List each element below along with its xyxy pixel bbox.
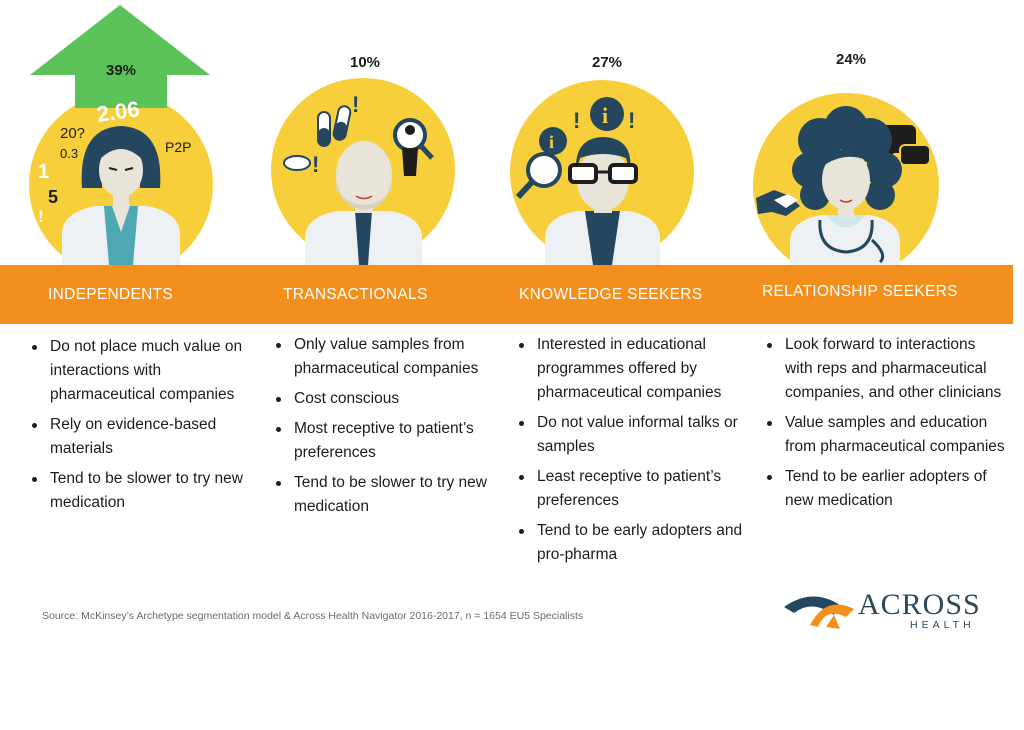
- doodle-5: 5: [48, 187, 58, 207]
- across-health-logo: [784, 596, 854, 629]
- list-item: Only value samples from pharmaceutical c…: [274, 333, 506, 381]
- list-item: Look forward to interactions with reps a…: [765, 333, 1005, 405]
- magnifier-icon: [515, 152, 562, 200]
- list-item: Do not value informal talks or samples: [517, 411, 749, 459]
- doodle-excl: !: [38, 207, 44, 226]
- archetype-illustrations: 2.06 20? 0.3 P2P 1 5 ! ! !: [29, 5, 939, 265]
- relationship-seekers-percent: 24%: [835, 51, 867, 68]
- knowledge-seekers-illustration: i i ! !: [510, 80, 694, 265]
- transactionals-bullets: Only value samples from pharmaceutical c…: [274, 333, 506, 525]
- relationship-seekers-title: RELATIONSHIP SEEKERS: [762, 283, 958, 300]
- list-item: Most receptive to patient’s preferences: [274, 417, 506, 465]
- transactionals-title: TRANSACTIONALS: [283, 286, 428, 303]
- doodle-206: 2.06: [95, 96, 141, 127]
- svg-text:!: !: [352, 92, 359, 117]
- svg-text:!: !: [628, 108, 635, 133]
- logo-subtitle: HEALTH: [910, 619, 975, 631]
- stethoscope-icon: [818, 219, 885, 264]
- independents-percent: 39%: [105, 62, 137, 79]
- handshake-icon: [756, 190, 800, 216]
- up-arrow-icon: [30, 5, 210, 108]
- list-item: Tend to be early adopters and pro-pharma: [517, 519, 749, 567]
- relationship-seekers-bullets: Look forward to interactions with reps a…: [765, 333, 1005, 519]
- svg-text:i: i: [602, 103, 608, 128]
- svg-text:!: !: [573, 108, 580, 133]
- independents-bullets: Do not place much value on interactions …: [30, 335, 262, 521]
- independents-title: INDEPENDENTS: [48, 286, 174, 303]
- knowledge-seekers-percent: 27%: [591, 54, 623, 71]
- list-item: Tend to be slower to try new medication: [274, 471, 506, 519]
- pills-icon: [283, 105, 352, 171]
- source-note: Source: McKinsey’s Archetype segmentatio…: [42, 610, 584, 622]
- svg-text:i: i: [549, 132, 554, 152]
- list-item: Do not place much value on interactions …: [30, 335, 262, 407]
- list-item: Interested in educational programmes off…: [517, 333, 749, 405]
- knowledge-seekers-bullets: Interested in educational programmes off…: [517, 333, 749, 573]
- list-item: Tend to be slower to try new medication: [30, 467, 262, 515]
- info-icon: i i: [539, 97, 624, 155]
- transactionals-percent: 10%: [349, 54, 381, 71]
- magnifier-person-icon: [393, 118, 434, 176]
- transactionals-illustration: ! !: [271, 78, 455, 265]
- logo-wordmark: ACROSS: [858, 588, 981, 621]
- knowledge-seekers-title: KNOWLEDGE SEEKERS: [519, 286, 703, 303]
- doodle-03: 0.3: [60, 146, 78, 161]
- doodle-1: 1: [38, 161, 49, 183]
- doodle-p2p: P2P: [165, 139, 191, 155]
- relationship-seekers-illustration: [753, 93, 939, 265]
- list-item: Cost conscious: [274, 387, 506, 411]
- list-item: Value samples and education from pharmac…: [765, 411, 1005, 459]
- doodle-20q: 20?: [60, 125, 85, 142]
- list-item: Rely on evidence-based materials: [30, 413, 262, 461]
- independents-illustration: 2.06 20? 0.3 P2P 1 5 !: [29, 5, 213, 265]
- segment-title-band: [0, 265, 1013, 324]
- list-item: Tend to be earlier adopters of new medic…: [765, 465, 1005, 513]
- svg-text:!: !: [312, 152, 319, 177]
- list-item: Least receptive to patient’s preferences: [517, 465, 749, 513]
